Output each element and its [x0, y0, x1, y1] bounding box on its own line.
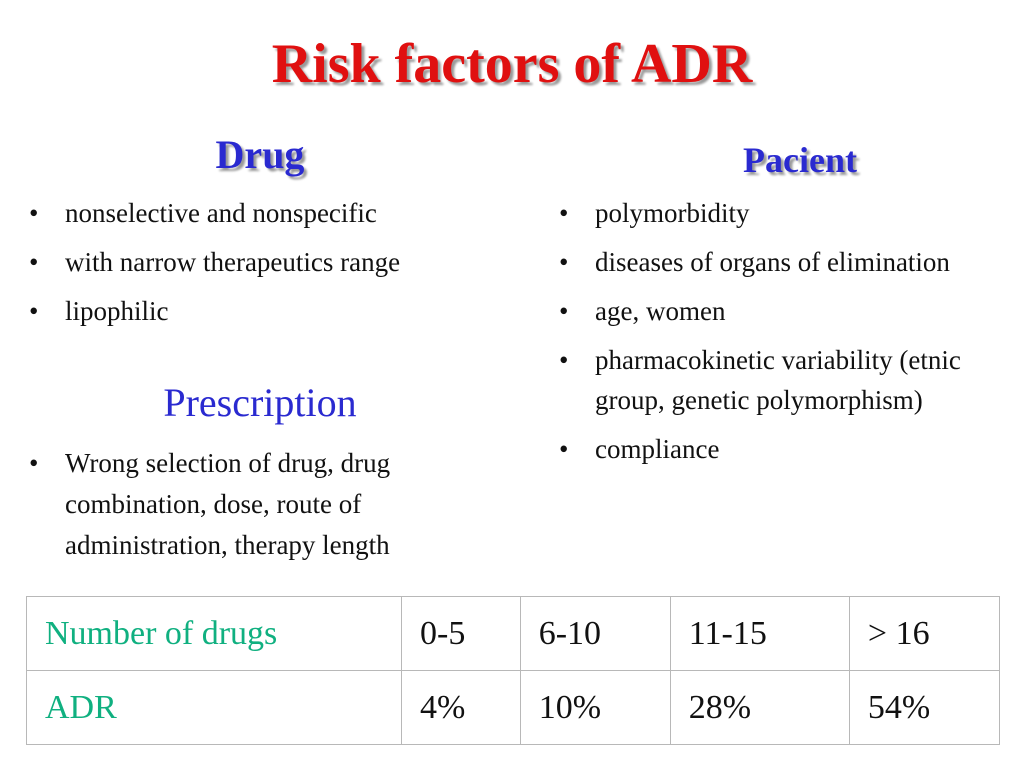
table-row: ADR 4% 10% 28% 54% — [26, 670, 1001, 745]
list-item: lipophilic — [27, 291, 517, 331]
table-cell: 54% — [848, 670, 1001, 745]
list-item: nonselective and nonspecific — [27, 193, 517, 233]
table-cell: 4% — [401, 670, 521, 745]
table-cell: 6-10 — [519, 596, 671, 671]
row-label: ADR — [26, 670, 402, 745]
list-item: Wrong selection of drug, drug combinatio… — [27, 443, 497, 566]
list-item: polymorbidity — [557, 193, 997, 233]
adr-table: Number of drugs 0-5 6-10 11-15 > 16 ADR … — [26, 596, 1001, 745]
table-cell: 10% — [519, 670, 671, 745]
row-label: Number of drugs — [26, 596, 402, 671]
list-item: with narrow therapeutics range — [27, 242, 517, 282]
prescription-list: Wrong selection of drug, drug combinatio… — [27, 443, 497, 575]
pacient-heading: Pacient — [743, 140, 857, 180]
table-cell: > 16 — [848, 596, 1001, 671]
slide-title: Risk factors of ADR — [271, 33, 753, 95]
prescription-heading: Prescription — [163, 380, 357, 425]
pacient-list: polymorbidity diseases of organs of elim… — [557, 193, 997, 478]
table-row: Number of drugs 0-5 6-10 11-15 > 16 — [26, 596, 1001, 671]
table-cell: 0-5 — [401, 596, 521, 671]
list-item: age, women — [557, 291, 997, 331]
table-cell: 11-15 — [669, 596, 850, 671]
drug-heading: Drug — [215, 132, 305, 177]
list-item: diseases of organs of elimination — [557, 242, 997, 282]
list-item: pharmacokinetic variability (etnic group… — [557, 340, 997, 420]
list-item: compliance — [557, 429, 997, 469]
table-cell: 28% — [669, 670, 850, 745]
drug-list: nonselective and nonspecific with narrow… — [27, 193, 517, 340]
